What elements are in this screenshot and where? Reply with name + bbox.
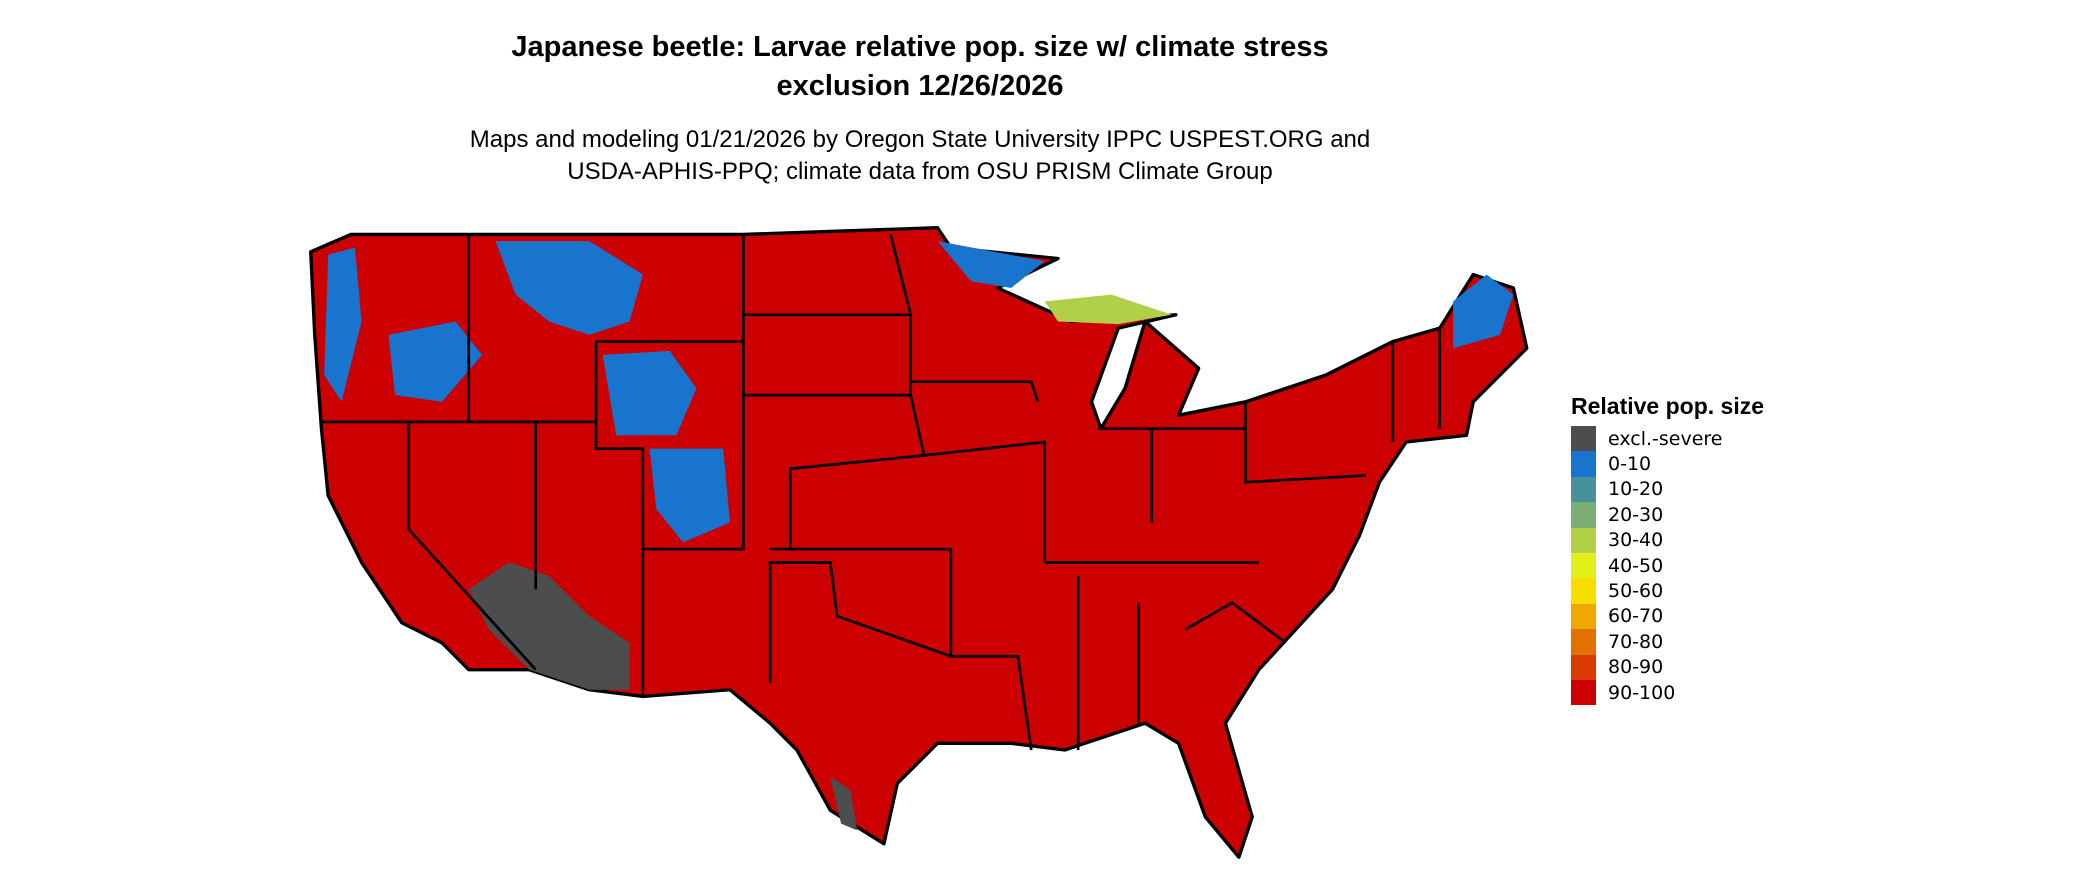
excluded-regions <box>468 562 858 831</box>
state-borders <box>321 234 1442 751</box>
legend-label: 80-90 <box>1608 656 1664 679</box>
subtitle-line-1: Maps and modeling 01/21/2026 by Oregon S… <box>469 126 1371 153</box>
patch-michigan-up <box>1044 294 1172 325</box>
legend-swatch <box>1571 426 1596 452</box>
legend-item: 40-50 <box>1571 552 1764 579</box>
chart-title: Japanese beetle: Larvae relative pop. si… <box>420 28 1420 106</box>
low-population-patches <box>324 241 1514 543</box>
legend-swatch <box>1571 629 1596 655</box>
legend: Relative pop. size excl.-severe 0-10 10-20… <box>1571 392 1765 706</box>
patch-colorado <box>649 448 730 543</box>
patch-minnesota <box>937 241 1045 288</box>
legend-item: 50-60 <box>1571 578 1764 604</box>
patch-cascades <box>324 247 362 402</box>
chart-subtitle: Maps and modeling 01/21/2026 by Oregon S… <box>370 124 1470 188</box>
legend-label: 70-80 <box>1608 630 1664 653</box>
legend-swatch <box>1571 578 1596 604</box>
patch-maine <box>1453 274 1514 349</box>
legend-item: 0-10 <box>1571 451 1764 477</box>
legend-label: 20-30 <box>1608 503 1664 526</box>
legend-label: 40-50 <box>1608 554 1664 577</box>
legend-swatch <box>1571 654 1596 680</box>
legend-items: excl.-severe 0-10 10-20 20-30 30-40 40-50 50-6… <box>1571 426 1764 706</box>
legend-item: 70-80 <box>1571 629 1764 655</box>
legend-label: 30-40 <box>1608 529 1664 552</box>
legend-item: 30-40 <box>1571 527 1764 553</box>
legend-item: 10-20 <box>1571 476 1764 503</box>
legend-swatch <box>1571 476 1596 503</box>
us-outline <box>309 226 1529 859</box>
legend-swatch <box>1571 603 1596 630</box>
legend-swatch <box>1571 679 1596 706</box>
legend-swatch <box>1571 502 1596 528</box>
title-line-1: Japanese beetle: Larvae relative pop. si… <box>511 31 1329 63</box>
legend-swatch <box>1571 451 1596 477</box>
legend-label: 60-70 <box>1608 605 1664 628</box>
excluded-south-texas <box>830 776 858 831</box>
patch-wyoming <box>602 350 697 436</box>
legend-item: 60-70 <box>1571 603 1764 630</box>
legend-label: 0-10 <box>1608 453 1652 476</box>
legend-label: 50-60 <box>1608 580 1664 603</box>
title-line-2: exclusion 12/26/2026 <box>776 70 1064 102</box>
legend-label: 10-20 <box>1608 478 1664 501</box>
legend-title: Relative pop. size <box>1571 393 1765 419</box>
subtitle-line-2: USDA-APHIS-PPQ; climate data from OSU PR… <box>567 158 1273 185</box>
legend-item: 80-90 <box>1571 654 1764 680</box>
legend-item: excl.-severe <box>1571 426 1764 452</box>
legend-label: excl.-severe <box>1608 427 1723 450</box>
patch-northern-rockies <box>495 241 643 335</box>
legend-item: 90-100 <box>1571 679 1764 706</box>
legend-label: 90-100 <box>1608 681 1676 704</box>
patch-idaho-oregon <box>388 321 483 402</box>
legend-swatch <box>1571 552 1596 579</box>
legend-swatch <box>1571 527 1596 553</box>
legend-item: 20-30 <box>1571 502 1764 528</box>
excluded-arizona <box>468 562 630 690</box>
